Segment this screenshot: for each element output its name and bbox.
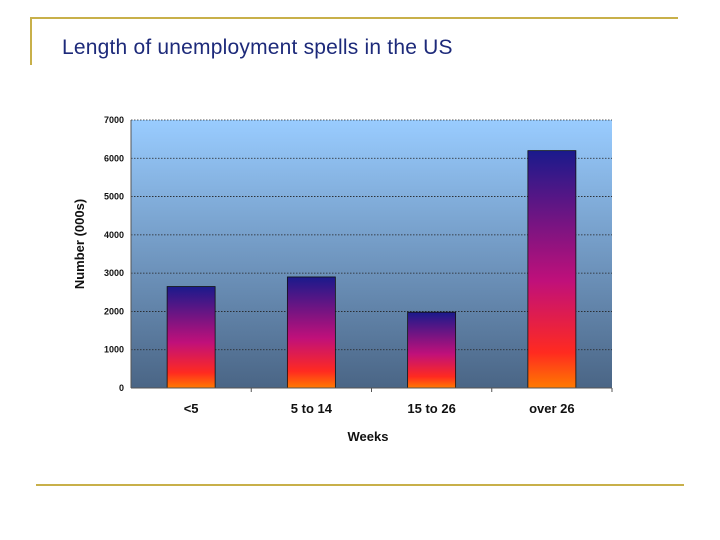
x-category-label: <5 <box>184 401 199 416</box>
x-category-labels: <5 5 to 14 15 to 26 over 26 <box>184 388 613 416</box>
bar <box>407 311 457 389</box>
bar <box>166 286 216 389</box>
y-tick-label: 2000 <box>104 306 124 316</box>
x-category-label: over 26 <box>529 401 575 416</box>
y-tick-label: 6000 <box>104 153 124 163</box>
slide-title: Length of unemployment spells in the US <box>62 36 453 59</box>
x-axis-title: Weeks <box>348 429 389 444</box>
bars <box>166 150 577 389</box>
y-tick-labels: 0 1000 2000 3000 4000 5000 6000 7000 <box>104 115 124 393</box>
bar <box>286 276 336 389</box>
gridlines <box>131 119 612 351</box>
bar <box>527 150 577 389</box>
y-tick-label: 0 <box>119 383 124 393</box>
y-tick-label: 4000 <box>104 230 124 240</box>
x-category-label: 5 to 14 <box>291 401 333 416</box>
y-tick-label: 3000 <box>104 268 124 278</box>
y-axis-title: Number (000s) <box>72 199 87 289</box>
top-rule <box>30 17 678 19</box>
y-tick-label: 7000 <box>104 115 124 125</box>
y-tick-label: 1000 <box>104 345 124 355</box>
left-rule <box>30 17 32 65</box>
y-tick-label: 5000 <box>104 192 124 202</box>
bottom-rule <box>36 484 684 486</box>
x-category-label: 15 to 26 <box>407 401 455 416</box>
